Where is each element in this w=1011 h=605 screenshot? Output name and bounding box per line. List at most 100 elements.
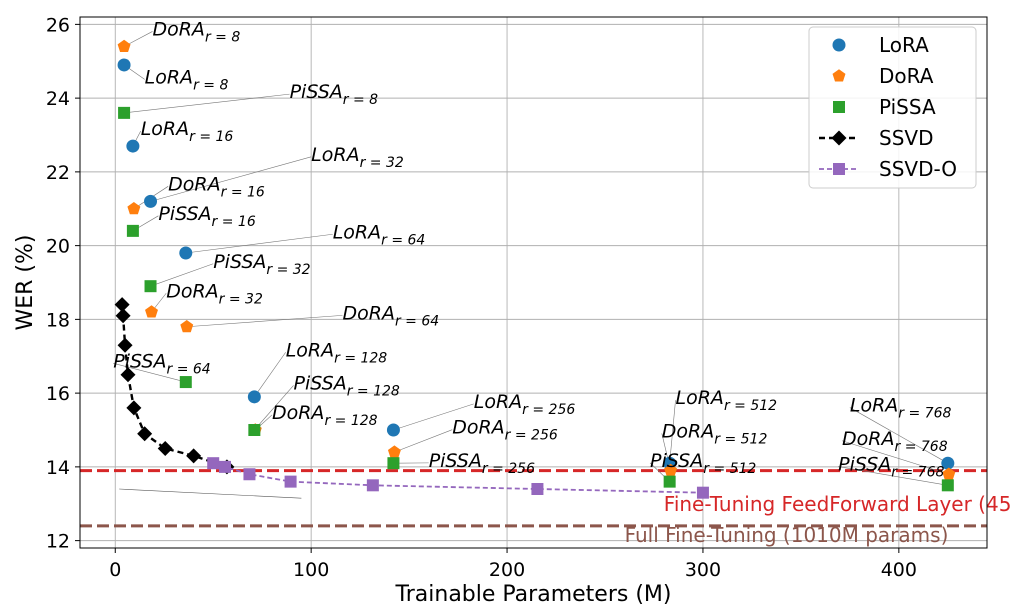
annotation-dora-r32: DoRAr = 32	[166, 280, 263, 307]
dora-point	[117, 39, 131, 52]
legend-label-pissa: PiSSA	[879, 95, 936, 119]
legend-marker-dora	[832, 69, 846, 82]
lora-point	[386, 423, 400, 437]
annotation-pissa-r16: PiSSAr = 16	[158, 203, 255, 230]
pissa-point	[387, 457, 400, 470]
annotation-dora-r256: DoRAr = 256	[452, 417, 558, 444]
ssvd-o-point	[243, 468, 256, 481]
series-ssvd-o	[207, 457, 709, 499]
pissa-point	[941, 479, 954, 492]
annotation-lora-r64: LoRAr = 64	[333, 221, 426, 248]
legend-label-ssvd-o: SSVD-O	[879, 157, 957, 181]
y-tick-label: 24	[46, 88, 70, 110]
series-pissa	[118, 106, 954, 492]
legend-item-dora: DoRA	[832, 64, 934, 88]
ssvd-point	[120, 367, 136, 383]
x-axis-label: Trainable Parameters (M)	[395, 582, 672, 605]
lora-point	[179, 246, 193, 260]
pissa-point	[248, 424, 261, 436]
annotation-leader	[186, 315, 343, 328]
legend-item-ssvd: SSVD	[819, 126, 933, 150]
ssvd-o-point	[531, 483, 544, 495]
lora-point	[247, 390, 261, 404]
dora-point	[127, 201, 141, 215]
x-tick-label: 400	[881, 559, 917, 581]
series-ssvd	[114, 297, 235, 475]
ssvd-line	[120, 304, 228, 469]
dora-point	[180, 319, 194, 333]
annotation-dora-r8: DoRAr = 8	[152, 18, 240, 45]
legend-marker-ssvd	[831, 130, 847, 146]
dora-point	[387, 445, 401, 458]
annotation-leader	[124, 93, 290, 114]
x-tick-label: 300	[685, 559, 721, 581]
ssvd-o-point	[696, 486, 709, 499]
legend-marker-pissa	[833, 101, 845, 113]
annotation-leaders	[113, 31, 949, 486]
annotation-pissa-r256: PiSSAr = 256	[429, 450, 535, 477]
annotation-lora-r512: LoRAr = 512	[676, 387, 778, 414]
dora-point	[942, 467, 956, 480]
lora-point	[941, 456, 955, 470]
annotation-dora-r16: DoRAr = 16	[168, 173, 265, 200]
annotation-leader	[150, 156, 312, 202]
lora-point	[117, 58, 131, 72]
y-tick-label: 12	[46, 531, 70, 553]
ff-reference-label: Fine-Tuning FeedForward Layer (453.26M p…	[664, 492, 1011, 516]
series	[114, 39, 956, 499]
legend-marker-ssvd-o	[833, 163, 845, 175]
lora-point	[144, 194, 158, 208]
annotation-leader	[254, 352, 286, 397]
pissa-point	[663, 475, 676, 488]
ssvd-o-point	[218, 460, 231, 473]
annotation-lora-r128: LoRAr = 128	[286, 339, 388, 366]
legend-label-dora: DoRA	[879, 64, 934, 88]
annotation-leader	[185, 233, 333, 254]
ssvd-o-point	[366, 479, 379, 492]
annotation-leader	[849, 407, 948, 464]
legend-item-ssvd-o: SSVD-O	[819, 157, 957, 181]
ssvd-point	[115, 308, 131, 324]
annotation-pissa-r768: PiSSAr = 768	[838, 454, 944, 481]
annotations: DoRAr = 8 LoRAr = 8 PiSSAr = 8 LoRAr = 16 Lo…	[113, 18, 951, 480]
legend-label-ssvd: SSVD	[879, 126, 933, 150]
legend-item-pissa: PiSSA	[833, 95, 936, 119]
grid	[80, 17, 987, 548]
annotation-dora-r128: DoRAr = 128	[272, 402, 378, 429]
annotation-leader	[254, 385, 294, 431]
annotation-leader	[394, 429, 453, 453]
lora-point	[126, 139, 140, 153]
annotation-leader	[669, 400, 676, 464]
y-tick-label: 26	[46, 14, 70, 36]
annotation-lora-r32: LoRAr = 32	[311, 144, 404, 171]
annotation-leader	[113, 363, 186, 383]
y-axis-label: WER (%)	[13, 234, 38, 330]
ssvd-o-point	[207, 457, 220, 470]
annotation-pissa-r32: PiSSAr = 32	[213, 251, 310, 278]
annotation-pissa-r128: PiSSAr = 128	[294, 372, 400, 399]
y-tick-label: 20	[46, 236, 70, 258]
y-tick-label: 22	[46, 162, 70, 184]
annotation-dora-r64: DoRAr = 64	[343, 302, 440, 329]
reference-lines: Fine-Tuning FeedForward Layer (453.26M p…	[80, 469, 1011, 547]
legend[interactable]: LoRA DoRA PiSSA SSVD SSVD-O	[808, 26, 977, 189]
annotation-leader	[150, 263, 214, 287]
ticks: 0 100 200 300 400 12 14 16 18 20 22 24 26	[46, 14, 917, 581]
annotation-pissa-r512: PiSSAr = 512	[650, 450, 756, 477]
annotation-lora-r16: LoRAr = 16	[141, 118, 234, 145]
annotation-lora-r256: LoRAr = 256	[474, 391, 576, 418]
plot-frame	[79, 16, 988, 549]
ssvd-point	[117, 337, 133, 353]
y-tick-label: 18	[46, 309, 70, 331]
legend-item-lora: LoRA	[832, 33, 929, 57]
annotation-leader	[393, 403, 474, 431]
annotation-dora-r768: DoRAr = 768	[842, 428, 948, 455]
series-lora	[117, 58, 955, 470]
full-reference-label: Full Fine-Tuning (1010M params)	[625, 523, 949, 547]
annotation-pissa-r8: PiSSAr = 8	[290, 81, 379, 108]
y-tick-label: 16	[46, 383, 70, 405]
ssvd-point	[186, 448, 202, 464]
x-tick-label: 0	[109, 559, 121, 581]
legend-box	[808, 26, 977, 189]
x-tick-label: 100	[293, 559, 329, 581]
